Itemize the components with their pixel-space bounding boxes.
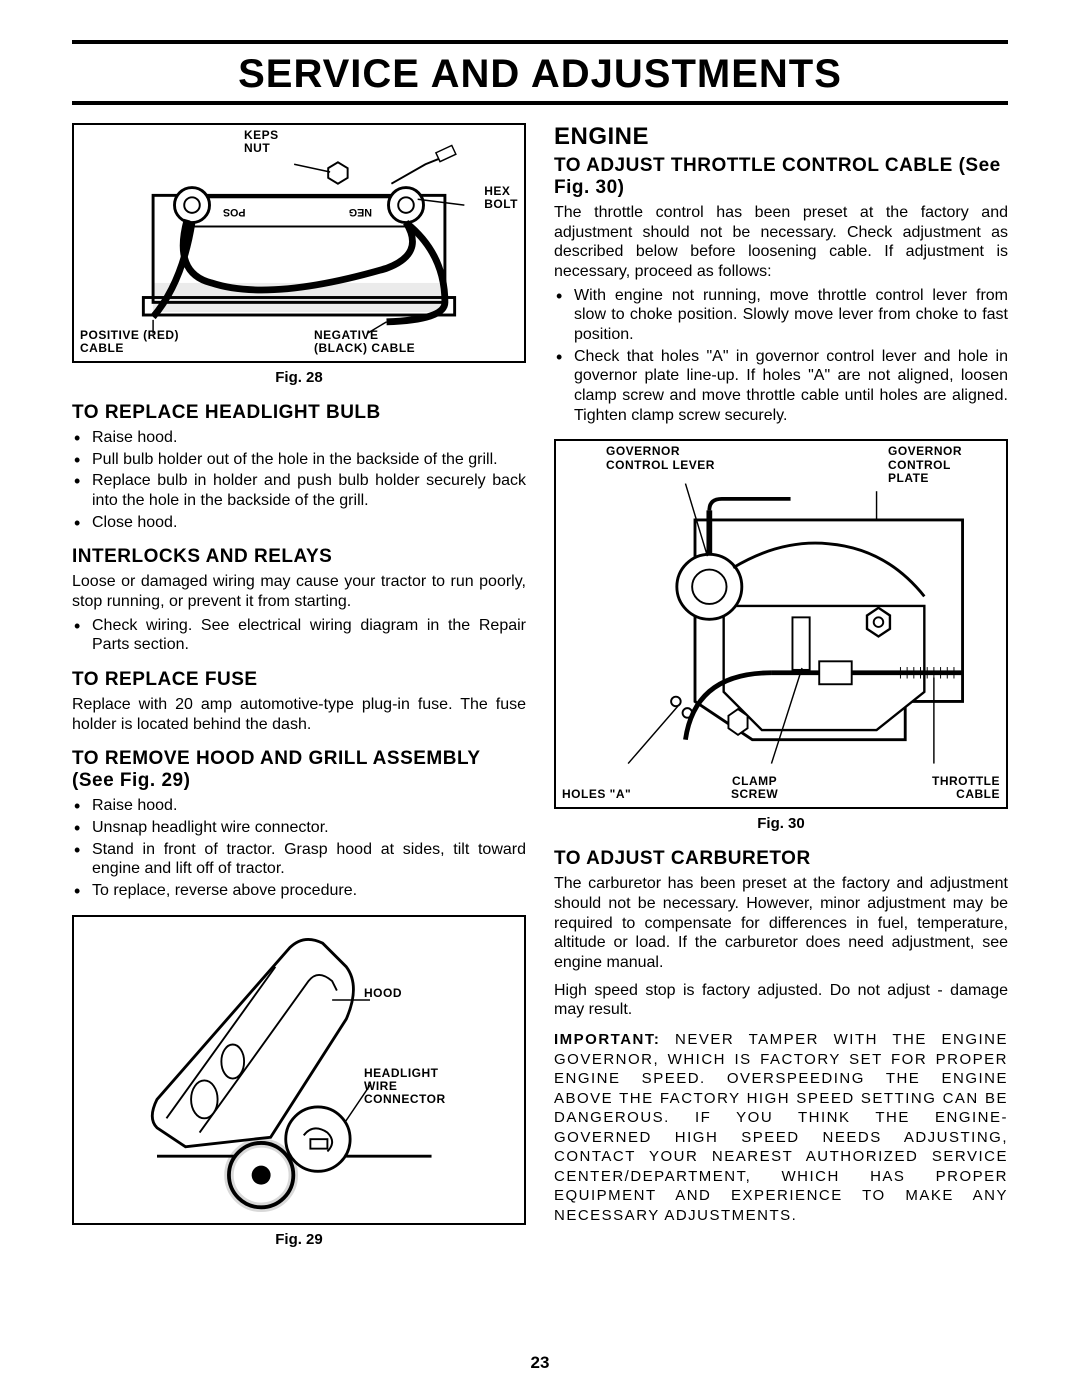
label-keps-nut: KEPS NUT xyxy=(244,129,279,155)
figure-28-caption: Fig. 28 xyxy=(72,369,526,386)
figure-28-svg: POS NEG xyxy=(82,137,516,351)
figure-30-svg xyxy=(564,453,998,797)
page-number: 23 xyxy=(0,1353,1080,1373)
list-item: Close hood. xyxy=(92,513,526,533)
para-throttle: The throttle control has been preset at … xyxy=(554,203,1008,282)
list-item: Pull bulb holder out of the hole in the … xyxy=(92,450,526,470)
label-positive-cable: POSITIVE (RED) CABLE xyxy=(80,329,179,355)
figure-29: HOOD HEADLIGHT WIRE CONNECTOR xyxy=(72,915,526,1225)
label-clamp: CLAMP SCREW xyxy=(731,775,778,801)
para-carb-2: High speed stop is factory adjusted. Do … xyxy=(554,981,1008,1020)
important-text: NEVER TAMPER WITH THE ENGINE GOVERNOR, W… xyxy=(554,1031,1008,1224)
label-hex-bolt: HEX BOLT xyxy=(484,185,518,211)
list-item: With engine not running, move throttle c… xyxy=(574,286,1008,345)
list-item: To replace, reverse above procedure. xyxy=(92,881,526,901)
figure-30-caption: Fig. 30 xyxy=(554,815,1008,832)
heading-throttle: TO ADJUST THROTTLE CONTROL CABLE (See Fi… xyxy=(554,155,1008,199)
list-item: Check wiring. See electrical wiring diag… xyxy=(92,616,526,655)
label-throttle-cable: THROTTLE CABLE xyxy=(932,775,1000,801)
label-hood: HOOD xyxy=(364,987,402,1000)
para-interlocks: Loose or damaged wiring may cause your t… xyxy=(72,572,526,611)
rule-top xyxy=(72,40,1008,44)
list-item: Replace bulb in holder and push bulb hol… xyxy=(92,471,526,510)
label-gov-lever: GOVERNOR CONTROL LEVER xyxy=(606,445,715,471)
list-item: Unsnap headlight wire connector. xyxy=(92,818,526,838)
list-item: Stand in front of tractor. Grasp hood at… xyxy=(92,840,526,879)
heading-remove-hood: TO REMOVE HOOD AND GRILL ASSEMBLY (See F… xyxy=(72,748,526,792)
svg-text:POS: POS xyxy=(223,206,246,218)
figure-28: KEPS NUT HEX BOLT POSITIVE (RED) CABLE N… xyxy=(72,123,526,363)
list-throttle: With engine not running, move throttle c… xyxy=(554,286,1008,426)
para-important: IMPORTANT: NEVER TAMPER WITH THE ENGINE … xyxy=(554,1030,1008,1225)
svg-text:NEG: NEG xyxy=(349,206,372,218)
figure-30: GOVERNOR CONTROL LEVER GOVERNOR CONTROL … xyxy=(554,439,1008,809)
left-column: KEPS NUT HEX BOLT POSITIVE (RED) CABLE N… xyxy=(72,123,526,1264)
figure-29-svg xyxy=(82,929,516,1213)
heading-engine: ENGINE xyxy=(554,123,1008,151)
label-holes-a: HOLES "A" xyxy=(562,788,631,801)
right-column: ENGINE TO ADJUST THROTTLE CONTROL CABLE … xyxy=(554,123,1008,1264)
list-interlocks: Check wiring. See electrical wiring diag… xyxy=(72,616,526,655)
list-item: Check that holes "A" in governor control… xyxy=(574,347,1008,426)
figure-29-caption: Fig. 29 xyxy=(72,1231,526,1248)
list-headlight: Raise hood. Pull bulb holder out of the … xyxy=(72,428,526,532)
list-item: Raise hood. xyxy=(92,796,526,816)
heading-carburetor: TO ADJUST CARBURETOR xyxy=(554,848,1008,870)
list-hood: Raise hood. Unsnap headlight wire connec… xyxy=(72,796,526,900)
para-fuse: Replace with 20 amp automotive-type plug… xyxy=(72,695,526,734)
important-label: IMPORTANT: xyxy=(554,1031,660,1048)
list-item: Raise hood. xyxy=(92,428,526,448)
rule-below-title xyxy=(72,101,1008,105)
label-connector: HEADLIGHT WIRE CONNECTOR xyxy=(364,1067,446,1107)
para-carb-1: The carburetor has been preset at the fa… xyxy=(554,874,1008,972)
columns: KEPS NUT HEX BOLT POSITIVE (RED) CABLE N… xyxy=(72,123,1008,1264)
heading-replace-fuse: TO REPLACE FUSE xyxy=(72,669,526,691)
label-gov-plate: GOVERNOR CONTROL PLATE xyxy=(888,445,962,485)
heading-interlocks: INTERLOCKS AND RELAYS xyxy=(72,546,526,568)
heading-replace-headlight: TO REPLACE HEADLIGHT BULB xyxy=(72,402,526,424)
label-negative-cable: NEGATIVE (BLACK) CABLE xyxy=(314,329,415,355)
page-title: SERVICE AND ADJUSTMENTS xyxy=(72,46,1008,101)
